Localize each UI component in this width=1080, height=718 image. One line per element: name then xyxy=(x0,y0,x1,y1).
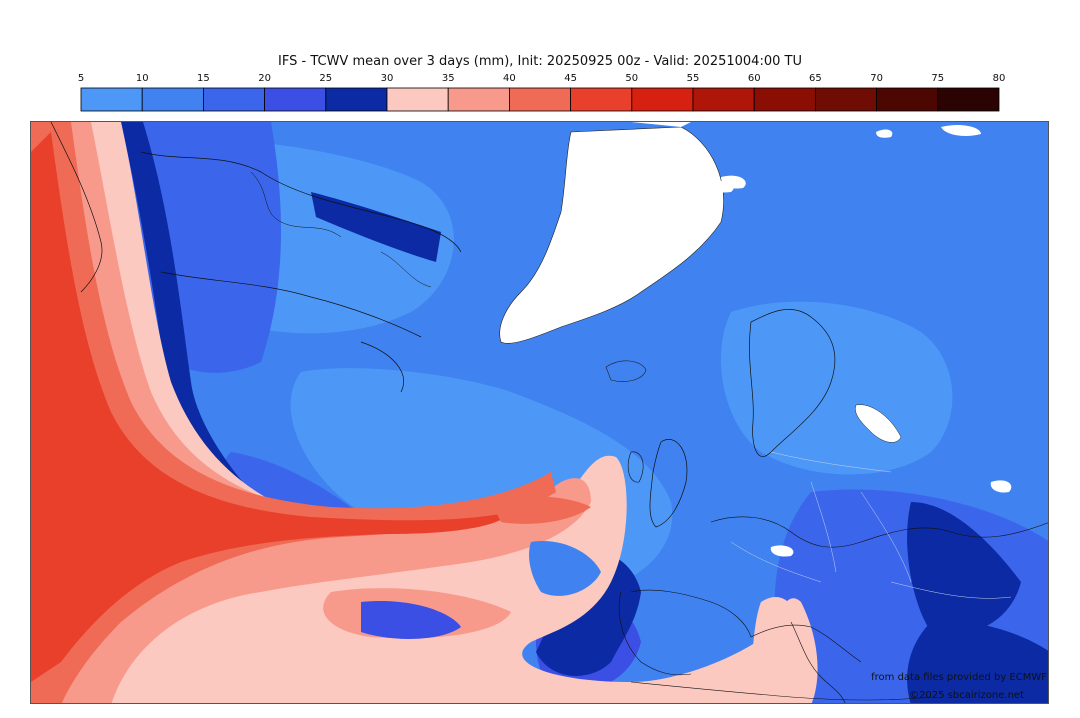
coastline xyxy=(50,122,462,393)
colorbar-swatch xyxy=(815,87,878,112)
colorbar-swatch xyxy=(447,87,510,112)
colorbar-swatch xyxy=(202,87,265,112)
coastline xyxy=(649,439,688,528)
colorbar-swatch xyxy=(753,87,816,112)
dry-intrusion xyxy=(529,541,601,596)
colorbar-tick-label: 75 xyxy=(931,73,944,84)
colorbar-tick-label: 60 xyxy=(748,73,761,84)
lake-ladoga-onega xyxy=(855,404,902,443)
colorbar-swatch xyxy=(570,87,633,112)
colorbar-tick-label: 25 xyxy=(319,73,332,84)
greenland-landmass xyxy=(499,126,724,344)
data-source-credit: from data files provided by ECMWF xyxy=(871,672,1047,683)
colorbar-swatches xyxy=(80,87,1000,112)
coastline xyxy=(710,516,1048,548)
colorbar: 5 10 15 20 25 30 35 40 45 50 55 60 65 70 75 80 xyxy=(78,73,1006,112)
navy-band xyxy=(311,192,441,262)
lake-patch xyxy=(990,480,1012,493)
ice-patch xyxy=(941,124,981,136)
colorbar-tick-label: 45 xyxy=(564,73,577,84)
colorbar-tick-label: 80 xyxy=(993,73,1006,84)
moisture-patch xyxy=(491,496,591,524)
copyright-credit: ©2025 sbcairizone.net xyxy=(909,690,1024,701)
map-title: IFS - TCWV mean over 3 days (mm), Init: … xyxy=(278,54,802,69)
colorbar-swatch xyxy=(325,87,388,112)
colorbar-tick-label: 15 xyxy=(197,73,210,84)
moisture-patch xyxy=(751,597,796,703)
coastline xyxy=(250,171,432,288)
colorbar-swatch xyxy=(508,87,571,112)
colorbar-tick-label: 10 xyxy=(136,73,149,84)
colorbar-tick-label: 40 xyxy=(503,73,516,84)
colorbar-swatch xyxy=(141,87,204,112)
navy-band xyxy=(121,122,261,514)
colorbar-tick-label: 50 xyxy=(625,73,638,84)
coastline xyxy=(630,589,862,663)
country-border xyxy=(730,451,1012,599)
ice-patch xyxy=(876,129,893,138)
moisture-plume-core-2 xyxy=(31,132,511,682)
dry-intrusion xyxy=(361,601,461,639)
coastline xyxy=(618,591,692,676)
colorbar-tick-label: 35 xyxy=(442,73,455,84)
colorbar-swatch xyxy=(937,87,1000,112)
map-panel xyxy=(30,121,1049,704)
navy-band xyxy=(907,502,1021,635)
colorbar-swatch xyxy=(80,87,143,112)
navy-band xyxy=(907,621,1048,703)
colorbar-swatch xyxy=(876,87,939,112)
coastline xyxy=(790,621,846,703)
colorbar-tick-label: 65 xyxy=(809,73,822,84)
iceland xyxy=(605,360,647,382)
coastline xyxy=(749,309,836,457)
colorbar-tick-label: 55 xyxy=(687,73,700,84)
lake-patch xyxy=(770,545,794,557)
colorbar-swatch xyxy=(264,87,327,112)
colorbar-tick-label: 5 xyxy=(78,73,84,84)
colorbar-tick-label: 70 xyxy=(870,73,883,84)
colorbar-swatch xyxy=(386,87,449,112)
greenland-landmass xyxy=(631,122,691,127)
colorbar-tick-label: 20 xyxy=(258,73,271,84)
coastline xyxy=(630,681,932,701)
colorbar-tick-labels: 5 10 15 20 25 30 35 40 45 50 55 60 65 70 75 80 xyxy=(78,73,1006,84)
colorbar-tick-label: 30 xyxy=(381,73,394,84)
lake-patch xyxy=(701,180,734,193)
colorbar-swatch xyxy=(631,87,694,112)
colorbar-swatch xyxy=(692,87,755,112)
